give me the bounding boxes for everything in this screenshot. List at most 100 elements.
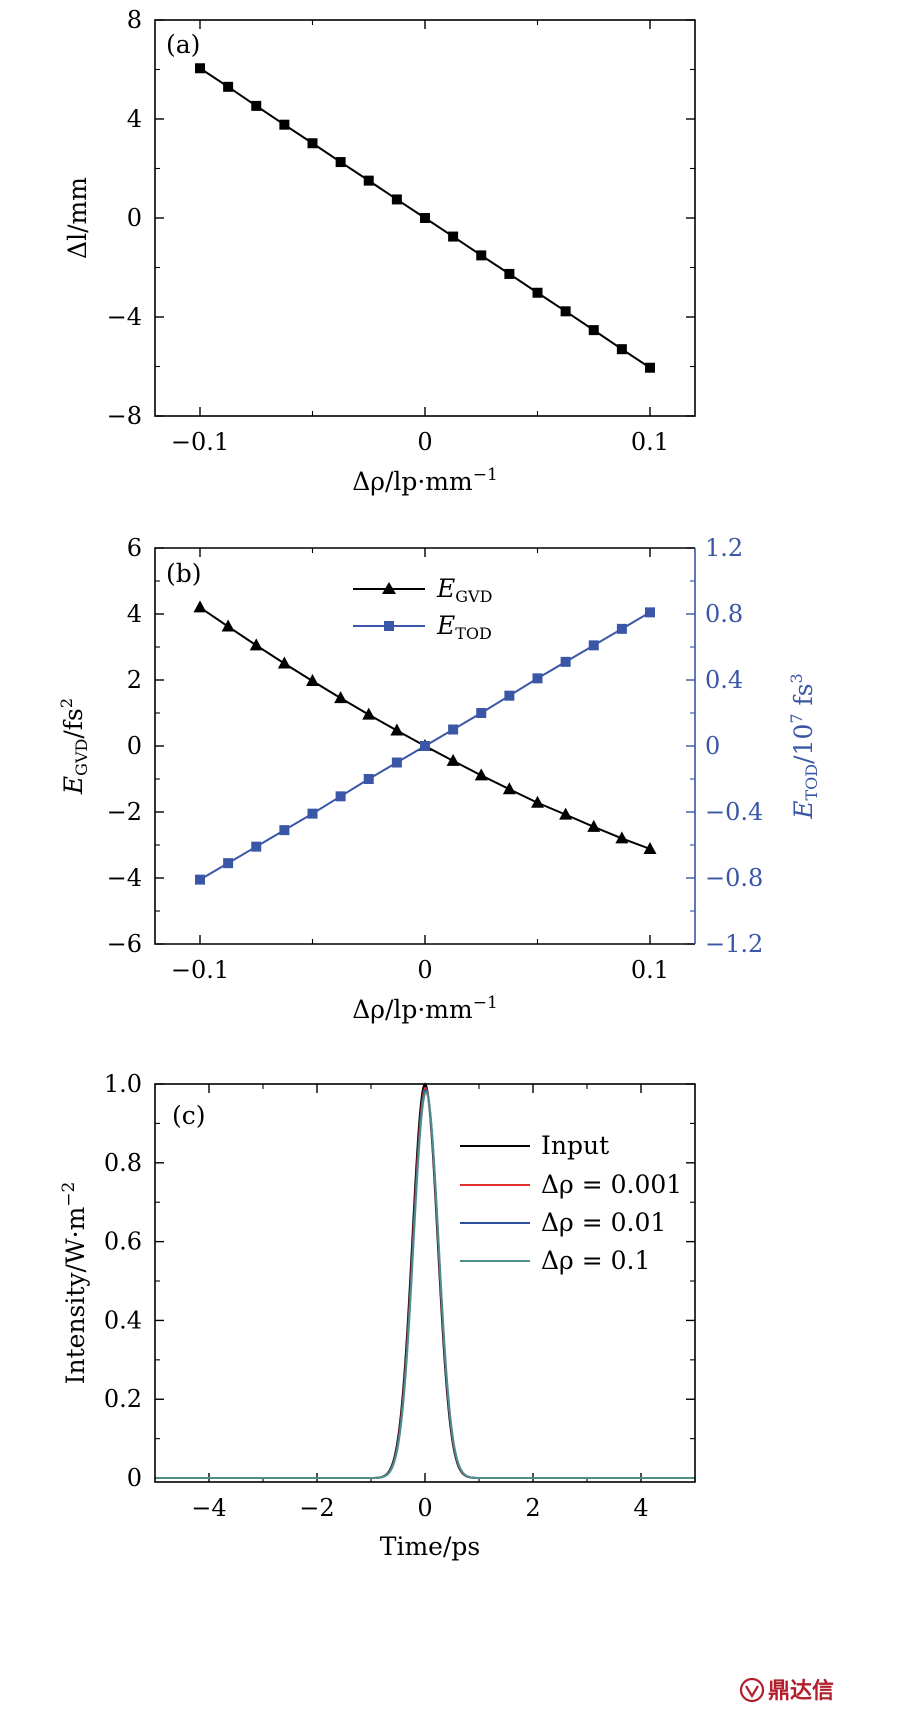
y2-tick-label-b-5: −0.8 [705,864,763,892]
plot-area-b-left-frame [154,547,695,945]
data-point-b-gvd-11 [502,782,516,795]
y-tick-label-c-0: 1.0 [104,1070,142,1098]
data-point-b-tod-5 [335,791,346,802]
data-point-b-gvd-3 [277,656,291,669]
data-point-b-gvd-12 [531,795,544,808]
y2-tick-label-b-2: 0.4 [705,666,743,694]
data-point-a-4 [307,138,318,149]
y-tick-label-b-1: 4 [127,600,142,628]
y-axis-label-b-main: E [59,776,88,795]
y-tick-label-b-6: −6 [107,930,142,958]
y-tick-label-a-4: −8 [107,402,142,430]
data-point-a-11 [504,268,515,279]
panel-label-b: (b) [166,559,202,588]
data-point-b-gvd-7 [390,723,404,736]
y-axis-label-c: Intensity/W·m−2 [59,1182,90,1385]
x-tick-label-a-1: 0 [417,428,432,456]
y2-axis-label-b-sup: 7 [787,713,806,723]
y-tick-label-b-0: 6 [127,534,142,562]
x-tick-label-c-3: 2 [525,1494,540,1522]
legend-b-label-tod: ETOD [436,611,492,643]
y-tick-label-b-5: −4 [107,864,142,892]
x-axis-label-a-text: Δρ/lp·mm [352,467,473,496]
legend-b-label-tod-main: E [436,611,455,640]
data-point-a-6 [363,175,374,186]
data-point-b-tod-6 [363,774,374,784]
y2-axis-label-b-unit-sup: 3 [787,673,806,683]
data-point-b-tod-11 [504,690,515,701]
legend-c-label-0: Input [541,1131,609,1160]
data-point-a-12 [532,287,543,298]
x-axis-label-b-sup: −1 [473,993,498,1013]
data-point-b-gvd-0 [193,600,207,613]
y2-axis-label-b-sub: TOD [802,764,821,801]
x-axis-label-c: Time/ps [380,1532,480,1561]
data-point-b-gvd-14 [587,819,601,832]
data-point-b-tod-0 [195,874,205,885]
legend-b-label-gvd-sub: GVD [455,587,492,606]
x-tick-label-c-4: 4 [633,1494,648,1522]
legend-c-label-1: Δρ = 0.001 [541,1170,682,1199]
y-axis-label-b: EGVD/fs2 [57,698,91,795]
data-point-a-9 [448,231,459,242]
panel-b: −0.1 0 0.1 6 4 2 0 −2 −4 −6 1.2 0.8 0.4 0 −0.4 −0.8 −1.2… [57,534,821,1024]
watermark: 鼎达信 [739,1677,834,1704]
data-point-b-gvd-6 [362,707,376,720]
data-point-a-0 [195,63,205,74]
data-point-b-tod-3 [279,825,290,836]
y-tick-label-b-2: 2 [127,666,142,694]
data-point-b-tod-1 [223,858,234,869]
data-point-b-gvd-15 [615,831,629,844]
x-tick-label-a-0: −0.1 [171,428,229,456]
data-point-a-3 [279,119,290,130]
panel-a: −0.1 0 0.1 8 4 0 −4 −8 (a) Δρ/lp·mm−1 Δl/mm [63,6,696,496]
y-tick-label-a-2: 0 [127,204,142,232]
legend-c-label-3: Δρ = 0.1 [541,1246,650,1275]
data-point-b-tod-4 [307,808,318,819]
data-point-b-tod-2 [251,841,262,852]
data-point-b-gvd-5 [334,691,348,704]
data-point-b-gvd-13 [559,807,573,820]
y2-axis-label-b-unit: fs [789,683,818,713]
y2-axis-label-b-main: E [789,801,818,820]
series-line-b-gvd [199,606,651,850]
data-point-b-tod-9 [448,724,459,735]
x-tick-label-c-0: −4 [191,1494,226,1522]
y-tick-label-b-4: −2 [107,798,142,826]
data-point-a-13 [560,306,571,317]
panel-label-c: (c) [172,1101,206,1130]
y-axis-label-c-text: Intensity/W·m [61,1206,90,1384]
data-point-b-tod-8 [420,741,430,751]
y2-tick-label-b-0: 1.2 [705,534,743,562]
y-axis-label-b-sup: 2 [57,698,76,708]
legend-b-marker-tod [384,621,394,631]
x-axis-label-b-text: Δρ/lp·mm [352,995,473,1024]
y-axis-label-b-sub: GVD [72,739,91,776]
x-axis-label-b: Δρ/lp·mm−1 [352,993,498,1024]
data-point-a-8 [420,213,430,223]
y2-tick-label-b-4: −0.4 [705,798,763,826]
y-tick-label-a-1: 4 [127,105,142,133]
x-tick-label-b-0: −0.1 [171,956,229,984]
data-point-b-tod-14 [588,640,599,651]
y2-tick-label-b-6: −1.2 [705,930,763,958]
data-point-b-gvd-2 [249,638,263,651]
series-line-c-0 [155,1082,695,1480]
legend-b-label-gvd-main: E [436,574,455,603]
data-point-a-10 [476,250,487,261]
data-point-b-tod-12 [532,673,543,684]
watermark-logo-icon-inner [745,1685,759,1699]
x-tick-label-b-1: 0 [417,956,432,984]
legend-c: Input Δρ = 0.001 Δρ = 0.01 Δρ = 0.1 [460,1131,682,1275]
data-point-b-tod-15 [616,623,627,634]
data-point-a-15 [616,344,627,355]
series-line-c-3 [155,1090,695,1480]
y-axis-label-b-rest: /fs [59,708,88,739]
x-tick-label-b-2: 0.1 [631,956,669,984]
panel-c: −4 −2 0 2 4 1.0 0.8 0.6 0.4 0.2 0 (c) Input Δρ = 0… [59,1070,696,1561]
legend-c-label-2: Δρ = 0.01 [541,1208,666,1237]
y-tick-label-c-1: 0.8 [104,1149,142,1177]
data-point-b-tod-10 [476,708,487,718]
x-axis-label-a: Δρ/lp·mm−1 [352,465,498,496]
